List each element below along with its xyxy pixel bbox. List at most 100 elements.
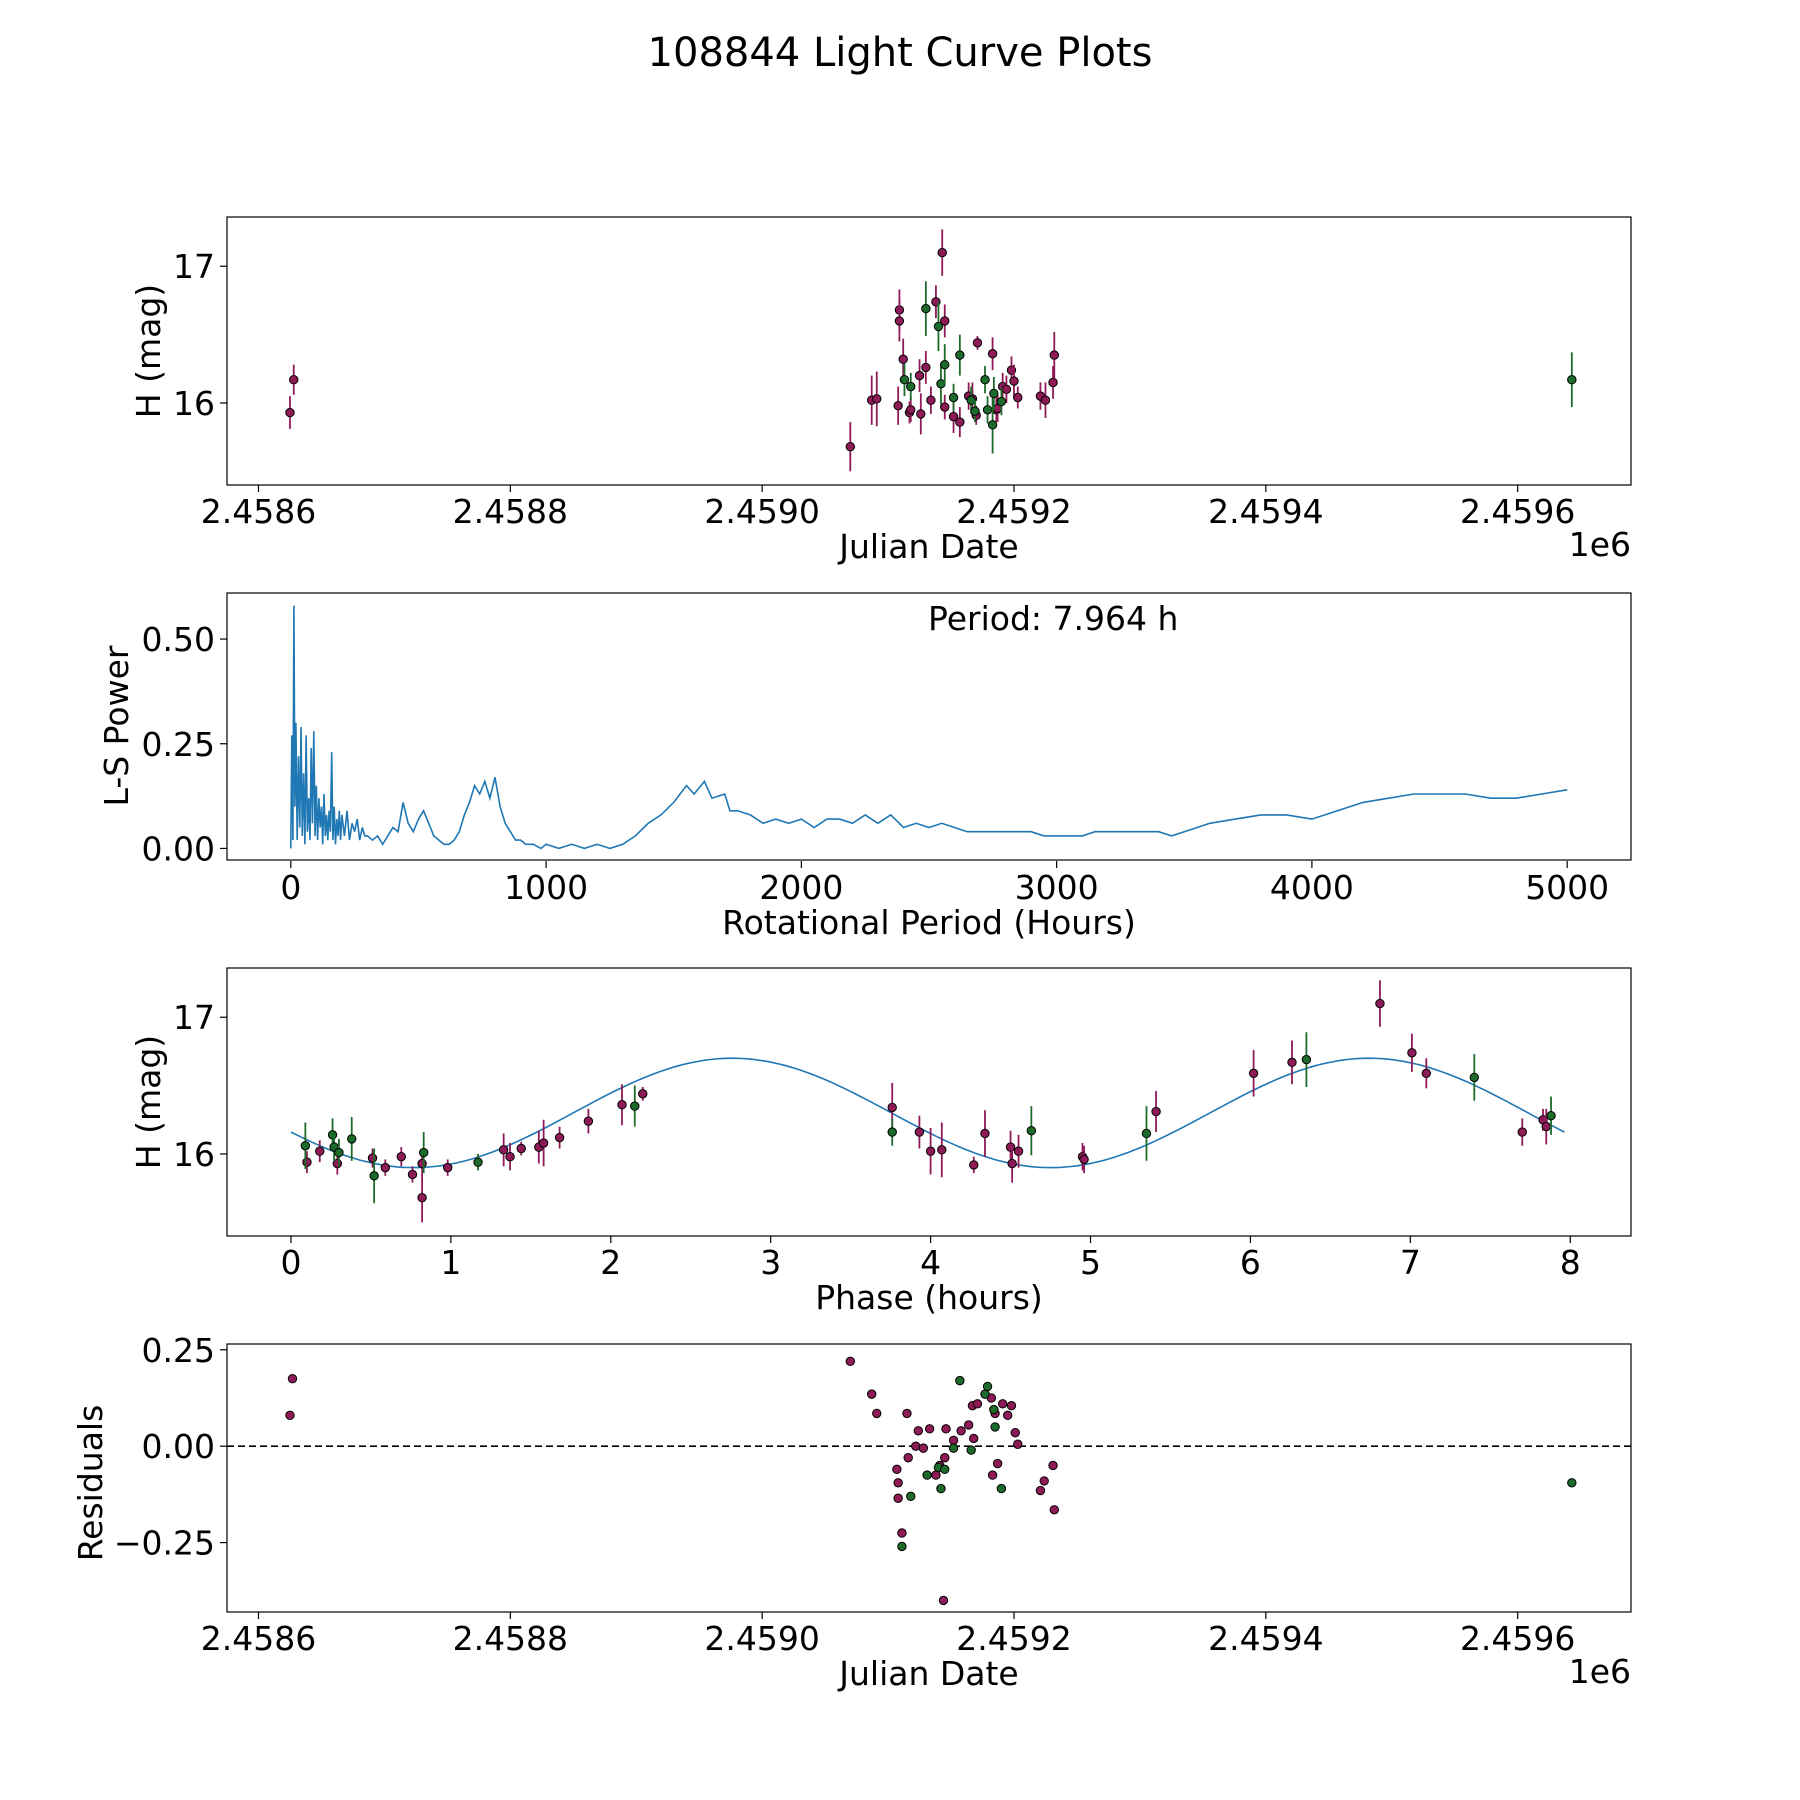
magenta-data-point [1007,1158,1017,1169]
periodogram-xtick-label: 4000 [1270,868,1354,907]
magenta-data-point [505,1151,515,1162]
residuals-ytick-label: −0.25 [114,1524,215,1563]
magenta-data-point [980,1128,990,1139]
magenta-data-point [1407,1048,1417,1058]
magenta-data-point [1517,1127,1527,1137]
magenta-data-point [285,407,295,418]
magenta-data-point [893,1493,903,1503]
magenta-data-point [367,1153,378,1163]
magenta-data-point [956,1426,966,1436]
magenta-data-point [1039,1476,1049,1486]
residuals-offset-label: 1e6 [1569,1652,1631,1691]
lightcurve-xtick-label: 2.4594 [1208,492,1323,531]
green-data-point [987,420,998,430]
lightcurve-xlabel: Julian Date [837,527,1019,566]
lightcurve-xtick-label: 2.4586 [201,492,316,531]
magenta-data-point [538,1138,549,1148]
phase-ytick-label: 17 [173,998,215,1037]
lightcurve-xtick-label: 2.4590 [704,492,819,531]
residuals-plot-frame [226,1343,1632,1613]
phase-xtick-label: 3 [760,1243,781,1282]
magenta-data-point [902,1408,912,1419]
magenta-data-point [911,1441,921,1451]
lightcurve-xtick-label: 2.4596 [1460,492,1575,531]
green-data-point [1141,1128,1152,1139]
phase-xtick-label: 4 [920,1243,941,1282]
green-data-point [990,1422,1000,1432]
magenta-data-point [969,1433,979,1444]
phase-xtick-label: 6 [1240,1243,1261,1282]
magenta-data-point [1040,395,1051,405]
ls-power-curve [290,605,1568,850]
phase-xlabel: Phase (hours) [815,1278,1043,1317]
magenta-data-point [407,1169,418,1180]
magenta-data-point [1035,1485,1046,1496]
magenta-data-point [918,1443,929,1453]
magenta-data-point [987,1470,998,1480]
green-data-point [955,350,965,360]
green-data-point [1469,1072,1479,1083]
magenta-data-point [872,394,882,404]
magenta-data-point [442,1162,453,1173]
magenta-data-point [992,1458,1003,1469]
phase-xtick-label: 7 [1400,1243,1421,1282]
green-data-point [948,1443,959,1453]
green-data-point [933,321,944,332]
magenta-data-point [987,349,998,359]
magenta-data-point [925,1146,936,1156]
magenta-data-point [916,409,926,419]
magenta-data-point [1013,392,1023,403]
residuals-xtick-label: 2.4596 [1460,1619,1575,1658]
green-data-point [921,303,931,314]
magenta-data-point [1375,998,1385,1009]
figure-title: 108844 Light Curve Plots [648,30,1153,76]
magenta-data-point [937,1145,947,1155]
magenta-data-point [913,1426,923,1436]
residuals-xtick-label: 2.4592 [956,1619,1071,1658]
magenta-data-point [898,354,908,364]
magenta-data-point [972,1399,983,1409]
green-data-point [936,1483,946,1494]
phase-xtick-label: 2 [600,1243,621,1282]
magenta-data-point [940,316,950,326]
magenta-data-point [969,1160,979,1170]
magenta-data-point [1287,1057,1297,1068]
green-data-point [980,1389,990,1399]
magenta-data-point [1049,1505,1059,1515]
magenta-data-point [498,1145,509,1155]
lightcurve-plot-frame [226,216,1632,486]
period-annotation: Period: 7.964 h [928,599,1178,638]
magenta-data-point [1048,1460,1058,1471]
magenta-data-point [289,375,299,385]
magenta-data-point [1013,1439,1023,1449]
green-data-point [897,1541,907,1552]
periodogram-xtick-label: 3000 [1015,868,1099,907]
periodogram-plot-frame [226,592,1632,861]
magenta-data-point [937,247,947,258]
magenta-data-point [285,1410,295,1421]
magenta-data-point [914,370,925,381]
magenta-data-point [516,1143,526,1154]
green-data-point [980,375,990,385]
green-data-point [982,405,993,415]
green-data-point [940,1464,950,1475]
magenta-data-point [894,316,905,326]
magenta-data-point [948,411,959,422]
residuals-ytick-label: 0.00 [142,1427,215,1466]
green-data-point [300,1141,311,1151]
phase-xtick-label: 0 [280,1243,301,1282]
green-data-point [327,1130,338,1140]
residuals-xtick-label: 2.4588 [453,1619,568,1658]
magenta-data-point [1421,1068,1432,1078]
magenta-data-point [893,400,903,411]
green-data-point [887,1127,897,1137]
lightcurve-ylabel: H (mag) [129,284,168,418]
phase-xtick-label: 5 [1080,1243,1101,1282]
phase-plot-frame [226,967,1632,1237]
green-data-point [948,392,959,403]
magenta-data-point [845,442,856,452]
green-data-point [906,381,916,392]
magenta-data-point [963,1420,974,1430]
magenta-data-point [897,1528,907,1538]
residuals-xtick-label: 2.4586 [201,1619,316,1658]
